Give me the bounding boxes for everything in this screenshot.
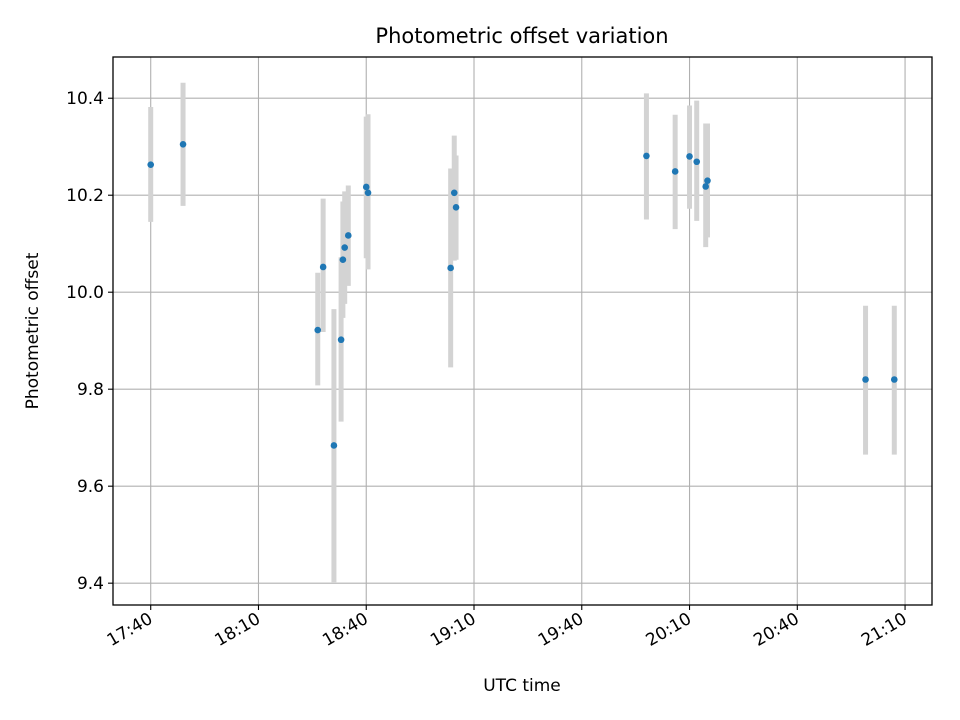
data-point (452, 204, 460, 211)
data-point (337, 336, 345, 344)
data-point (862, 376, 869, 383)
data-point (643, 152, 650, 160)
y-tick-label: 9.6 (77, 477, 104, 497)
data-point (450, 189, 458, 197)
plot-frame (112, 56, 933, 606)
data-point (344, 232, 352, 239)
data-point (447, 264, 454, 272)
data-point (693, 158, 701, 166)
data-point (686, 153, 693, 160)
data-point (319, 263, 327, 271)
data-point (704, 177, 711, 184)
data-point (341, 244, 348, 251)
y-axis-label: Photometric offset (23, 252, 43, 409)
data-point (364, 189, 372, 197)
y-tick-label: 9.4 (77, 574, 104, 594)
data-point (671, 168, 679, 175)
data-point (339, 256, 347, 264)
chart-title: Photometric offset variation (375, 24, 668, 48)
y-tick-label: 10.4 (66, 89, 104, 109)
data-point (330, 442, 338, 449)
data-point (890, 376, 898, 383)
x-axis-label: UTC time (483, 676, 561, 696)
y-tick-label: 10.0 (66, 283, 104, 303)
y-tick-label: 10.2 (66, 186, 104, 206)
data-point (179, 140, 187, 148)
data-point (314, 326, 322, 334)
point-layer (147, 140, 898, 449)
data-point (362, 183, 370, 191)
data-point (702, 183, 709, 190)
y-tick-label: 9.8 (77, 380, 104, 400)
data-point (147, 161, 155, 168)
